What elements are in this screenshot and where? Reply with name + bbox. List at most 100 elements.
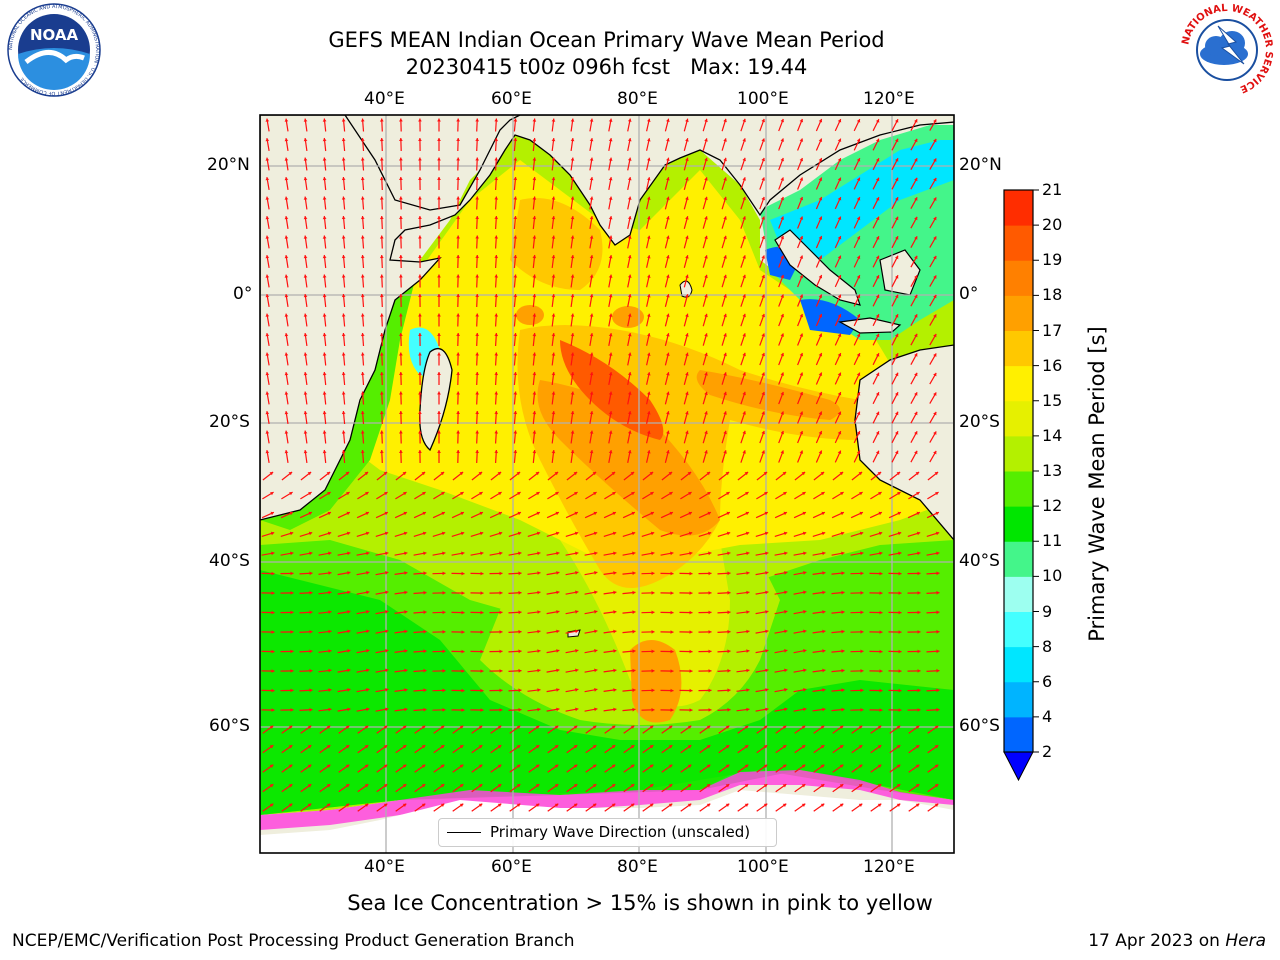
wave-arrow-head <box>742 372 746 376</box>
wave-arrow-head <box>442 591 446 595</box>
lat-tick-left-40s: 40°S <box>209 551 250 571</box>
wave-arrow-head <box>630 745 635 749</box>
colorbar-swatch <box>1004 646 1033 683</box>
wave-arrow-head <box>459 784 464 788</box>
wave-arrow-head <box>589 313 594 317</box>
wave-arrow-head <box>647 157 651 161</box>
wave-arrow-head <box>532 411 537 415</box>
wave-arrow-head <box>399 294 403 297</box>
wave-arrow-head <box>933 138 937 143</box>
wave-arrow-head <box>573 764 578 768</box>
wave-arrow-head <box>780 255 784 259</box>
wave-arrow-head <box>440 745 445 749</box>
wave-arrow-head <box>745 531 750 536</box>
wave-arrow-head <box>532 177 537 181</box>
wave-arrow-head <box>839 803 844 807</box>
wave-arrow-head <box>385 668 389 673</box>
wave-arrow-head <box>399 372 403 375</box>
wave-arrow-head <box>651 591 655 595</box>
wave-arrow-head <box>933 216 937 221</box>
wave-arrow-head <box>933 236 937 240</box>
wave-arrow-head <box>418 450 422 453</box>
wave-arrow-head <box>858 764 863 768</box>
wave-arrow-head <box>497 784 502 788</box>
wave-arrow-head <box>685 255 689 259</box>
lon-tick-top-120e: 120°E <box>863 89 915 109</box>
wave-arrow-head <box>271 688 275 693</box>
wave-arrow-head <box>440 725 445 729</box>
wave-arrow-head <box>322 255 327 259</box>
wave-arrow-head <box>875 119 880 123</box>
wave-arrow-head <box>878 511 882 516</box>
wave-arrow-head <box>399 391 403 395</box>
wave-arrow-head <box>518 571 522 576</box>
wave-arrow-head <box>649 784 654 788</box>
wave-arrow-head <box>647 177 651 181</box>
wave-arrow-head <box>499 551 503 556</box>
wave-arrow-head <box>265 157 270 161</box>
wave-arrow-head <box>594 610 598 614</box>
wave-arrow-head <box>322 177 327 181</box>
wave-arrow-head <box>820 784 825 788</box>
wave-arrow-head <box>290 708 294 712</box>
wave-arrow-head <box>689 630 693 634</box>
wave-arrow-head <box>303 372 308 376</box>
wave-arrow-head <box>422 531 427 536</box>
wave-arrow-head <box>265 138 270 142</box>
wave-arrow-head <box>379 430 384 434</box>
wave-arrow-head <box>404 688 408 692</box>
wave-arrow-head <box>284 294 289 298</box>
wave-arrow-head <box>933 450 937 455</box>
wave-arrow-head <box>856 197 861 201</box>
wave-arrow-head <box>517 511 521 516</box>
wave-arrow-head <box>856 119 861 123</box>
wave-arrow-head <box>608 430 613 434</box>
wave-arrow-head <box>478 745 483 749</box>
wave-arrow-head <box>627 274 632 278</box>
wave-arrow-head <box>442 630 446 634</box>
colorbar-swatch <box>1004 400 1033 437</box>
wave-arrow-head <box>575 551 579 556</box>
wave-arrow-head <box>288 472 293 476</box>
wave-arrow-head <box>270 531 275 536</box>
wave-arrow-head <box>611 764 616 768</box>
wave-arrow-head <box>265 216 270 220</box>
wave-arrow-head <box>289 511 293 516</box>
wave-arrow-head <box>494 196 499 200</box>
wave-arrow-head <box>516 784 521 788</box>
wave-arrow-head <box>666 450 670 454</box>
wave-arrow-head <box>784 629 788 634</box>
wave-arrow-head <box>532 430 537 434</box>
wave-arrow-head <box>456 216 460 219</box>
wave-arrow-head <box>630 784 635 788</box>
wave-arrow-head <box>704 274 708 279</box>
wave-arrow-head <box>726 492 730 496</box>
wave-arrow-head <box>589 216 594 220</box>
wave-arrow-head <box>725 745 730 749</box>
wave-arrow-head <box>265 430 270 434</box>
wave-arrow-head <box>265 235 270 239</box>
wave-arrow-head <box>422 492 426 496</box>
wave-arrow-head <box>326 784 331 788</box>
wave-arrow-head <box>284 235 289 239</box>
colorbar-tick-label: 14 <box>1042 425 1063 445</box>
wave-arrow-head <box>570 430 575 434</box>
wave-arrow-head <box>532 294 537 298</box>
wave-arrow-head <box>364 784 369 788</box>
wave-arrow-head <box>573 472 578 476</box>
wave-arrow-head <box>914 255 918 260</box>
wave-arrow-head <box>532 450 537 454</box>
wave-arrow-head <box>307 472 312 476</box>
wave-arrow-head <box>309 610 313 615</box>
wave-arrow-head <box>818 353 823 357</box>
wave-arrow-head <box>570 118 575 122</box>
wave-arrow-head <box>707 511 711 516</box>
colorbar-swatch <box>1004 506 1033 542</box>
wave-arrow-head <box>895 314 899 318</box>
wave-arrow-head <box>837 392 842 396</box>
wave-arrow-head <box>456 274 460 278</box>
wave-arrow-head <box>421 472 426 476</box>
wave-arrow-head <box>347 668 351 673</box>
colorbar-tick-label: 19 <box>1042 250 1063 270</box>
wave-arrow-head <box>537 629 541 634</box>
